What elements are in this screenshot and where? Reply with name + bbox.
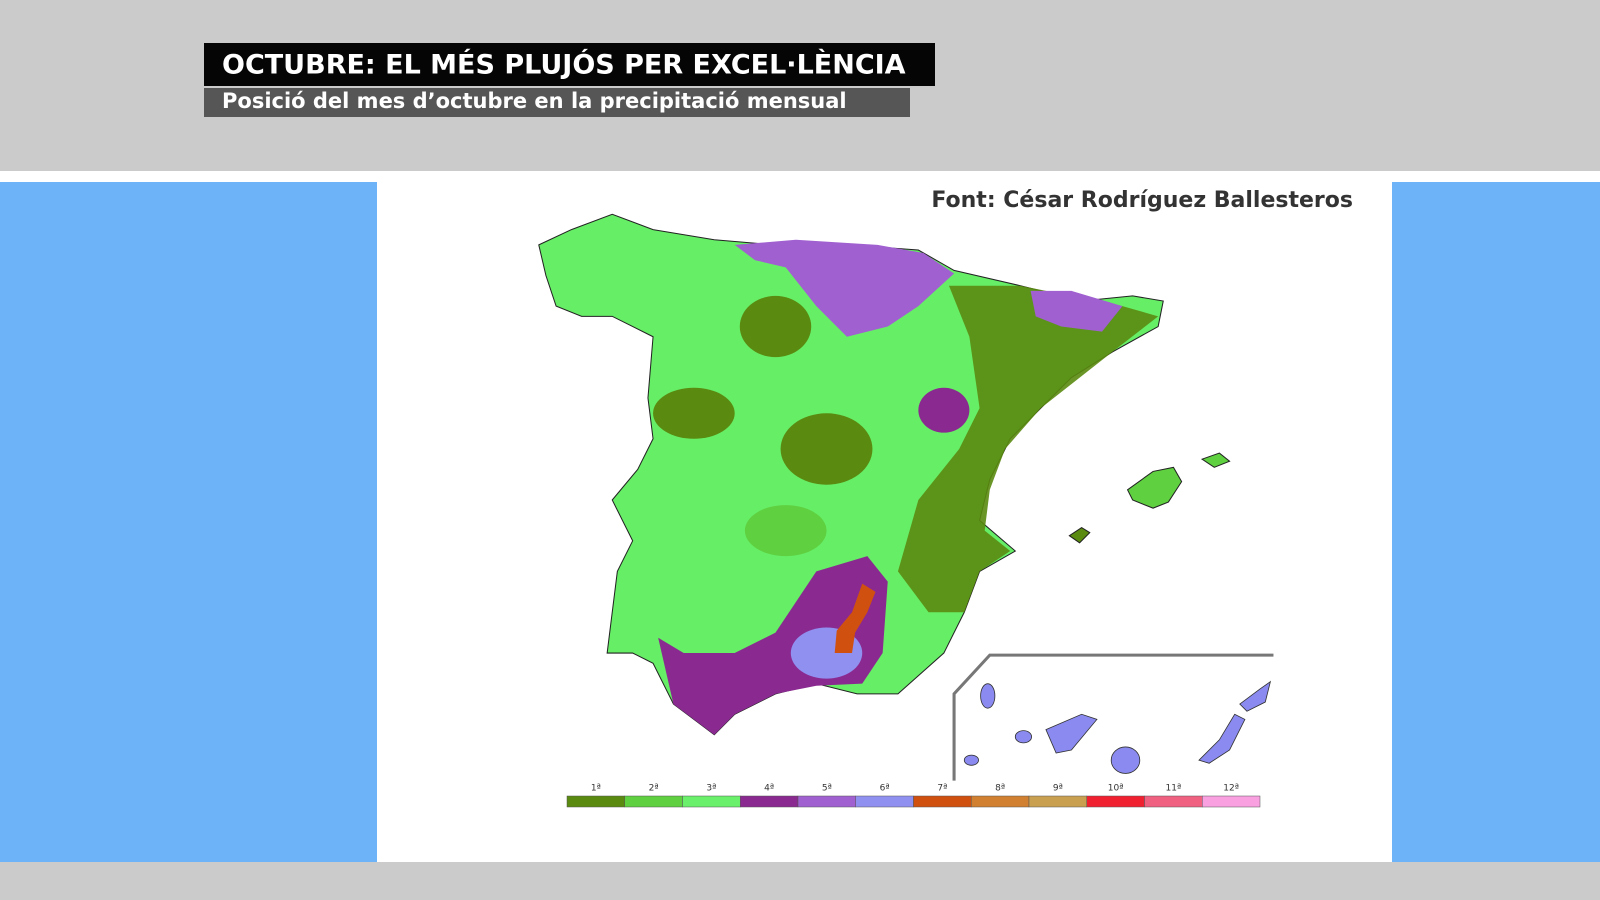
bottom-band [0, 862, 1600, 900]
legend-swatch [855, 795, 914, 808]
orange-patch [834, 583, 876, 654]
left-panel [0, 182, 377, 862]
island [1239, 680, 1272, 712]
legend-label: 11ª [1166, 784, 1182, 794]
island [1110, 746, 1141, 774]
legend-swatch [566, 795, 625, 808]
legend-label: 9ª [1053, 784, 1063, 794]
legend-swatch [971, 795, 1030, 808]
legend: 1ª 2ª 3ª 4ª 5ª 6ª 7ª 8ª 9ª 10ª 11ª 12ª [566, 784, 1261, 808]
legend-label: 4ª [764, 784, 774, 794]
right-panel [1392, 182, 1600, 862]
map [538, 213, 1274, 781]
source: Font: César Rodríguez Ballesteros [931, 188, 1353, 213]
dark-green-patch [739, 295, 812, 358]
legend-label: 2ª [649, 784, 659, 794]
legend-swatch [1144, 795, 1203, 808]
purple-south [658, 556, 888, 735]
legend-swatch [797, 795, 856, 808]
dark-green-patch [780, 413, 873, 485]
subtitle: Posició del mes d’octubre en la precipit… [222, 89, 847, 113]
legend-label: 6ª [880, 784, 890, 794]
dark-green-east [897, 285, 1159, 613]
legend-swatch [740, 795, 799, 808]
canary-islands [963, 680, 1272, 774]
canary-frame [952, 653, 1274, 781]
legend-label: 8ª [995, 784, 1005, 794]
menorca [1200, 452, 1231, 468]
legend-swatch [1086, 795, 1145, 808]
purple-pyrenees [1030, 290, 1123, 332]
purple-patch [918, 387, 970, 433]
purple-north [734, 239, 955, 337]
island [1198, 713, 1246, 764]
island [963, 754, 979, 766]
legend-swatch [913, 795, 972, 808]
ibiza [1068, 526, 1091, 544]
island [1014, 730, 1033, 744]
title-box [204, 43, 935, 86]
legend-label: 10ª [1108, 784, 1124, 794]
legend-label: 7ª [937, 784, 947, 794]
legend-label: 1ª [591, 784, 601, 794]
dark-green-patch [653, 387, 735, 439]
mallorca [1126, 466, 1183, 509]
island [980, 683, 996, 709]
green-patch [744, 505, 827, 557]
title: OCTUBRE: EL MÉS PLUJÓS PER EXCEL·LÈNCIA [222, 49, 906, 81]
legend-label: 3ª [706, 784, 716, 794]
legend-label: 12ª [1223, 784, 1239, 794]
legend-swatch [682, 795, 741, 808]
legend-swatch [1202, 795, 1261, 808]
legend-label: 5ª [822, 784, 832, 794]
legend-swatch [1028, 795, 1087, 808]
island [1045, 713, 1098, 754]
subtitle-box [204, 88, 910, 117]
legend-swatch [624, 795, 683, 808]
